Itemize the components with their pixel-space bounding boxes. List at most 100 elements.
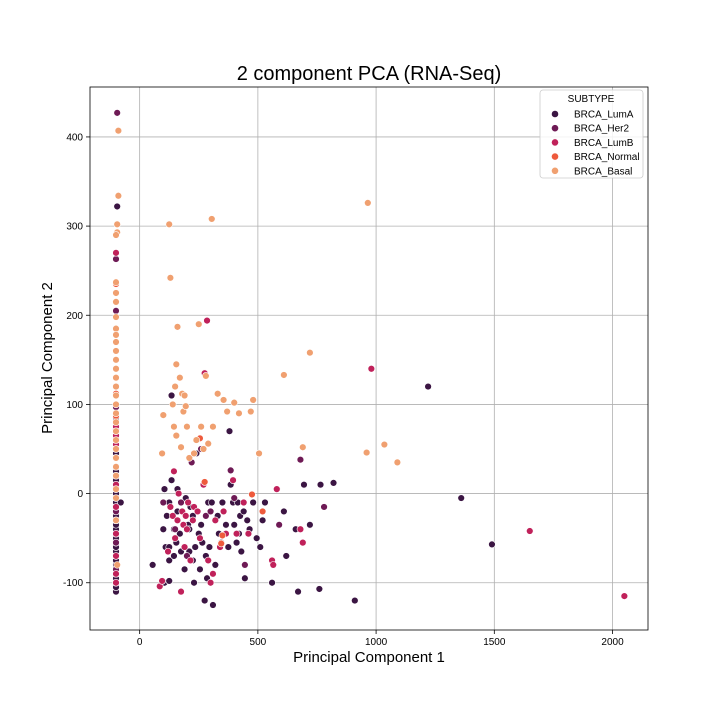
data-point bbox=[205, 543, 214, 551]
data-point bbox=[380, 440, 389, 449]
data-point bbox=[255, 449, 263, 458]
x-tick-label: 0 bbox=[137, 637, 143, 648]
data-point bbox=[208, 215, 216, 223]
data-point bbox=[232, 530, 241, 538]
data-point bbox=[232, 538, 241, 547]
data-point bbox=[113, 202, 121, 211]
data-point bbox=[174, 489, 183, 498]
data-point bbox=[112, 231, 120, 239]
data-point bbox=[112, 579, 120, 587]
data-point bbox=[112, 331, 120, 339]
data-point bbox=[165, 556, 173, 565]
data-point bbox=[177, 498, 185, 507]
legend-label: BRCA_LumB bbox=[574, 138, 634, 149]
data-point bbox=[171, 382, 179, 391]
data-point bbox=[170, 552, 178, 560]
data-point bbox=[176, 530, 184, 538]
data-point bbox=[239, 498, 248, 507]
legend-label: BRCA_Basal bbox=[574, 166, 632, 177]
data-point bbox=[167, 391, 176, 400]
data-point bbox=[249, 396, 257, 404]
legend-marker bbox=[551, 124, 559, 133]
data-point bbox=[180, 565, 189, 574]
data-point bbox=[219, 396, 228, 404]
data-point bbox=[241, 561, 249, 569]
data-point bbox=[186, 556, 195, 565]
data-point bbox=[206, 579, 215, 587]
data-point bbox=[182, 402, 190, 410]
data-point bbox=[320, 503, 328, 511]
data-point bbox=[296, 525, 305, 533]
data-points bbox=[112, 109, 629, 609]
data-point bbox=[112, 454, 120, 462]
legend-label: BRCA_Her2 bbox=[574, 124, 629, 135]
x-axis-ticks: 0 500 1000 1500 2000 bbox=[137, 630, 624, 648]
data-point bbox=[112, 278, 120, 286]
data-point bbox=[177, 443, 185, 451]
data-point bbox=[167, 476, 176, 484]
chart-title: 2 component PCA (RNA-Seq) bbox=[237, 63, 502, 85]
data-point bbox=[193, 507, 202, 516]
data-point bbox=[183, 423, 191, 431]
data-point bbox=[112, 307, 120, 315]
data-point bbox=[282, 552, 290, 560]
data-point bbox=[113, 220, 121, 229]
x-axis-label: Principal Component 1 bbox=[293, 649, 445, 666]
data-point bbox=[164, 547, 172, 556]
data-point bbox=[165, 220, 173, 229]
data-point bbox=[488, 540, 496, 549]
data-point bbox=[112, 249, 120, 257]
data-point bbox=[225, 427, 234, 435]
data-point bbox=[208, 498, 216, 507]
data-point bbox=[160, 485, 169, 493]
data-point bbox=[112, 538, 120, 547]
y-tick-label: 400 bbox=[66, 132, 83, 143]
data-point bbox=[112, 382, 120, 391]
legend-label: BRCA_Normal bbox=[574, 152, 640, 163]
data-point bbox=[213, 390, 222, 398]
data-point bbox=[165, 577, 173, 585]
data-point bbox=[209, 570, 217, 578]
data-point bbox=[158, 577, 166, 585]
data-point bbox=[620, 592, 629, 600]
data-point bbox=[190, 449, 198, 458]
series-BRCA_Basal bbox=[112, 126, 402, 569]
data-point bbox=[112, 445, 120, 453]
data-point bbox=[329, 479, 338, 487]
data-point bbox=[261, 498, 269, 507]
data-point bbox=[364, 199, 372, 207]
data-point bbox=[268, 579, 276, 587]
data-point bbox=[249, 498, 257, 507]
data-point bbox=[112, 289, 120, 297]
y-tick-label: -100 bbox=[63, 578, 83, 589]
data-point bbox=[112, 503, 120, 511]
data-point bbox=[184, 498, 192, 507]
data-point bbox=[224, 543, 233, 551]
data-point bbox=[235, 409, 243, 418]
data-point bbox=[209, 601, 217, 609]
data-point bbox=[306, 349, 314, 357]
data-point bbox=[296, 455, 305, 464]
data-point bbox=[196, 565, 204, 574]
data-point bbox=[159, 525, 167, 533]
data-point bbox=[166, 503, 175, 511]
legend-marker bbox=[551, 152, 559, 161]
data-point bbox=[171, 525, 179, 533]
data-point bbox=[112, 552, 120, 560]
data-point bbox=[180, 391, 189, 400]
data-point bbox=[209, 423, 217, 431]
legend-marker bbox=[551, 110, 559, 118]
legend-label: BRCA_LumA bbox=[574, 110, 634, 121]
data-point bbox=[189, 516, 197, 525]
data-point bbox=[166, 274, 175, 282]
legend: SUBTYPE BRCA_LumA BRCA_Her2 BRCA_LumB BRCA_… bbox=[539, 89, 644, 179]
data-point bbox=[112, 255, 120, 263]
data-point bbox=[299, 538, 307, 547]
data-point bbox=[367, 365, 376, 373]
data-point bbox=[299, 443, 307, 451]
data-point bbox=[170, 467, 178, 475]
data-point bbox=[197, 423, 205, 431]
data-point bbox=[112, 324, 120, 333]
legend-title: SUBTYPE bbox=[568, 94, 615, 105]
